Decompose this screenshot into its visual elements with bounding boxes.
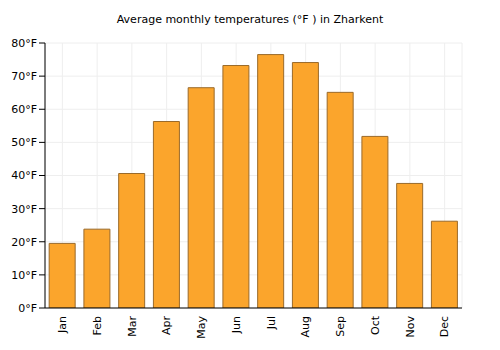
svg-text:Aug: Aug: [299, 316, 312, 337]
svg-text:40°F: 40°F: [11, 169, 37, 182]
svg-text:Jan: Jan: [56, 316, 69, 334]
svg-text:Apr: Apr: [160, 316, 173, 336]
svg-text:60°F: 60°F: [11, 103, 37, 116]
svg-text:Dec: Dec: [438, 316, 451, 337]
svg-text:70°F: 70°F: [11, 70, 37, 83]
svg-text:Mar: Mar: [126, 316, 139, 337]
svg-text:Jul: Jul: [265, 316, 278, 330]
svg-text:50°F: 50°F: [11, 136, 37, 149]
svg-text:Sep: Sep: [334, 316, 347, 337]
svg-text:0°F: 0°F: [18, 302, 37, 315]
html-text:Average monthly temperatures (: Average monthly temperatures (°F ) in Zh…: [116, 13, 384, 26]
svg-text:May: May: [195, 316, 208, 339]
svg-text:80°F: 80°F: [11, 37, 37, 50]
svg-text:20°F: 20°F: [11, 236, 37, 249]
svg-text:30°F: 30°F: [11, 203, 37, 216]
svg-text:Nov: Nov: [404, 316, 417, 338]
svg-text:Feb: Feb: [91, 316, 104, 335]
svg-text:10°F: 10°F: [11, 269, 37, 282]
svg-text:Jun: Jun: [230, 316, 243, 334]
svg-text:Oct: Oct: [369, 315, 382, 335]
